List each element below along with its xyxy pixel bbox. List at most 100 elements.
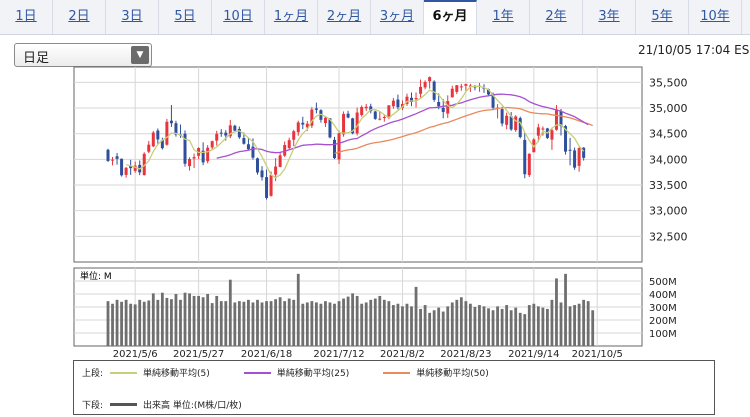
candle-body xyxy=(120,158,124,176)
candle-body xyxy=(387,105,391,118)
volume-bar xyxy=(536,306,540,346)
candle-body xyxy=(201,150,205,163)
candle-body xyxy=(468,85,472,87)
volume-bar xyxy=(256,299,259,346)
candle-body xyxy=(287,140,291,149)
candle-body xyxy=(314,108,318,110)
candle-body xyxy=(106,149,110,161)
candle-body xyxy=(133,165,137,171)
volume-bar xyxy=(346,296,350,346)
legend-volume: 出来高 単位:(M株/口/枚) xyxy=(110,398,242,411)
price-tick-label: 35,000 xyxy=(649,102,688,115)
volume-bar xyxy=(237,301,241,346)
price-tick-label: 32,500 xyxy=(649,230,688,243)
volume-tick-label: 100M xyxy=(649,329,677,340)
volume-bar xyxy=(523,314,527,346)
candle-body xyxy=(242,138,246,144)
candle-body xyxy=(147,144,151,152)
candle-body xyxy=(432,81,436,100)
volume-bar xyxy=(432,310,436,346)
date-tick-label: 2021/7/12 xyxy=(313,349,364,360)
candle-body xyxy=(373,111,377,119)
tab-1y[interactable]: 1年 xyxy=(477,0,530,34)
candle-body xyxy=(278,155,282,167)
candle-body xyxy=(582,147,586,158)
volume-bar xyxy=(106,301,110,346)
volume-bar xyxy=(174,294,178,346)
candle-body xyxy=(310,109,314,126)
volume-bar xyxy=(446,306,450,346)
candle-body xyxy=(441,107,445,112)
volume-bar xyxy=(482,306,486,346)
chart-interval-select[interactable]: 日足 ▼ xyxy=(14,43,152,67)
volume-bar xyxy=(170,299,173,346)
tab-5y[interactable]: 5年 xyxy=(636,0,689,34)
volume-bar xyxy=(469,303,472,346)
tab-2d[interactable]: 2日 xyxy=(53,0,106,34)
candle-body xyxy=(188,159,192,167)
tab-3m[interactable]: 3ヶ月 xyxy=(371,0,424,34)
volume-bar xyxy=(428,312,432,346)
candle-body xyxy=(491,94,495,108)
tab-3d[interactable]: 3日 xyxy=(106,0,159,34)
volume-bar xyxy=(265,301,268,346)
volume-bar xyxy=(283,301,287,346)
volume-bar xyxy=(478,305,481,346)
date-tick-label: 2021/5/6 xyxy=(113,349,158,360)
tab-3y[interactable]: 3年 xyxy=(583,0,636,34)
candle-body xyxy=(305,123,309,128)
candle-body xyxy=(382,117,386,119)
volume-bar xyxy=(183,292,187,346)
volume-bar xyxy=(133,304,137,346)
volume-bar xyxy=(278,297,282,346)
candle-body xyxy=(568,149,572,151)
candle-body xyxy=(337,133,341,160)
candle-body xyxy=(165,121,169,145)
candle-body xyxy=(559,111,563,127)
tab-2y[interactable]: 2年 xyxy=(530,0,583,34)
candle-body xyxy=(174,123,178,135)
tab-6m[interactable]: 6ヶ月 xyxy=(424,0,477,34)
tab-2m[interactable]: 2ヶ月 xyxy=(318,0,371,34)
date-tick-label: 2021/9/14 xyxy=(508,349,559,360)
volume-bar xyxy=(201,297,205,346)
candle-body xyxy=(237,128,241,138)
legend-ma25: 単純移動平均(25) xyxy=(243,366,349,379)
legend-lower-row: 下段: 出来高 単位:(M株/口/枚) xyxy=(82,398,276,411)
candle-body xyxy=(269,174,273,196)
candle-body xyxy=(251,146,255,158)
volume-bar xyxy=(514,307,518,346)
candle-body xyxy=(573,150,577,168)
volume-bar xyxy=(527,305,531,346)
tab-10y[interactable]: 10年 xyxy=(689,0,742,34)
tab-5d[interactable]: 5日 xyxy=(159,0,212,34)
volume-bar xyxy=(310,301,314,346)
candle-body xyxy=(151,132,155,147)
candle-body xyxy=(124,167,128,175)
legend-ma50: 単純移動平均(50) xyxy=(383,366,489,379)
tab-1m[interactable]: 1ヶ月 xyxy=(265,0,318,34)
chart-interval-value: 日足 xyxy=(23,51,50,66)
candle-body xyxy=(423,81,427,88)
volume-bar xyxy=(151,293,155,346)
volume-unit-label: 単位: M xyxy=(80,270,112,282)
volume-bar xyxy=(333,303,336,346)
candle-body xyxy=(255,158,259,173)
volume-bar xyxy=(532,303,536,346)
volume-bar xyxy=(274,299,278,346)
candle-body xyxy=(564,126,568,152)
tab-10d[interactable]: 10日 xyxy=(212,0,265,34)
candle-body xyxy=(464,84,468,86)
volume-bar xyxy=(138,299,142,346)
tab-1d[interactable]: 1日 xyxy=(0,0,53,34)
volume-bar xyxy=(378,295,382,346)
dropdown-arrow-icon[interactable]: ▼ xyxy=(131,46,149,64)
candle-body xyxy=(364,106,368,109)
candle-body xyxy=(192,157,196,159)
volume-bar xyxy=(287,298,291,346)
candle-body xyxy=(115,156,119,159)
ma25-line xyxy=(216,93,589,159)
candle-body xyxy=(414,98,418,100)
candle-body xyxy=(360,107,364,115)
